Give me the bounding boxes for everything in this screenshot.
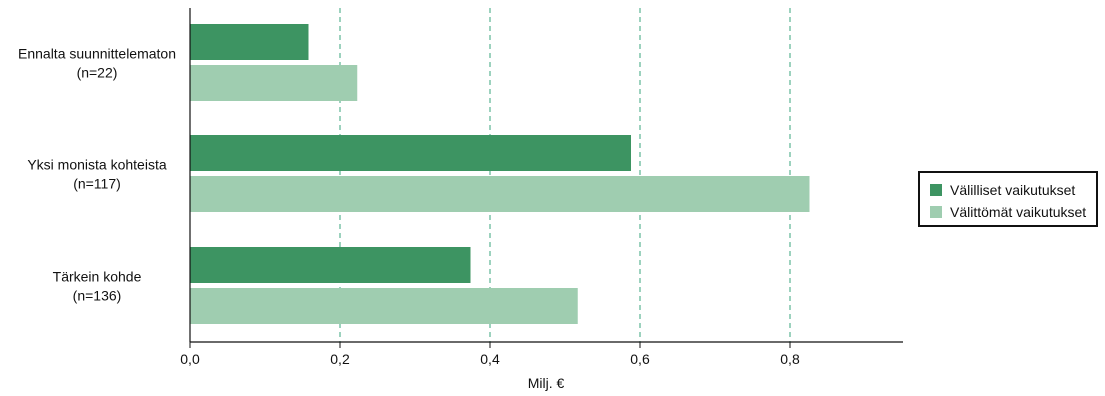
legend-label-indirect: Välilliset vaikutukset (950, 182, 1076, 198)
bars (190, 24, 810, 324)
category-labels: Ennalta suunnittelematon (n=22) Yksi monis… (18, 46, 176, 304)
x-tick-label: 0,8 (780, 351, 800, 367)
bar (190, 135, 631, 171)
bar (190, 24, 309, 60)
legend-item-indirect: Välilliset vaikutukset (930, 179, 1096, 201)
grid-lines (339, 8, 791, 342)
legend: Välilliset vaikutukset Välittömät vaikut… (918, 171, 1098, 227)
legend-item-direct: Välittömät vaikutukset (930, 201, 1096, 223)
bar (190, 176, 810, 212)
category-label: Yksi monista kohteista (n=117) (27, 157, 166, 192)
x-tick-label: 0,6 (630, 351, 650, 367)
bar (190, 247, 471, 283)
legend-label-direct: Välittömät vaikutukset (950, 204, 1087, 220)
axes (189, 8, 903, 343)
x-ticks: 0,0 0,2 0,4 0,6 0,8 (180, 342, 800, 367)
x-axis-title: Milj. € (528, 375, 565, 391)
x-tick-label: 0,4 (480, 351, 500, 367)
legend-swatch-indirect (930, 184, 942, 196)
bar (190, 288, 578, 324)
x-tick-label: 0,2 (330, 351, 350, 367)
legend-swatch-direct (930, 206, 942, 218)
bar (190, 65, 358, 101)
category-label: Tärkein kohde (n=136) (53, 269, 142, 304)
x-tick-label: 0,0 (180, 351, 200, 367)
category-label: Ennalta suunnittelematon (n=22) (18, 46, 176, 81)
